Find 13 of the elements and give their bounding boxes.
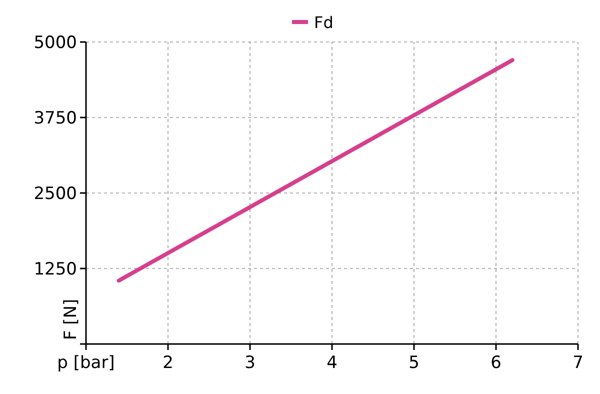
x-tick-label: 2 [162, 353, 174, 373]
x-tick-label: 6 [490, 353, 502, 373]
y-axis-title: F [N] [61, 298, 81, 340]
y-tick-label: 2500 [34, 184, 77, 204]
x-tick-label: 4 [326, 353, 338, 373]
x-axis-title: p [bar] [57, 353, 115, 373]
y-tick-label: 1250 [34, 260, 77, 280]
x-tick-label: 7 [572, 353, 584, 373]
legend-label: Fd [314, 13, 334, 32]
x-tick-label: 5 [408, 353, 420, 373]
y-tick-label: 3750 [34, 108, 77, 128]
x-tick-label: 3 [244, 353, 256, 373]
y-tick-label: 5000 [34, 33, 77, 53]
